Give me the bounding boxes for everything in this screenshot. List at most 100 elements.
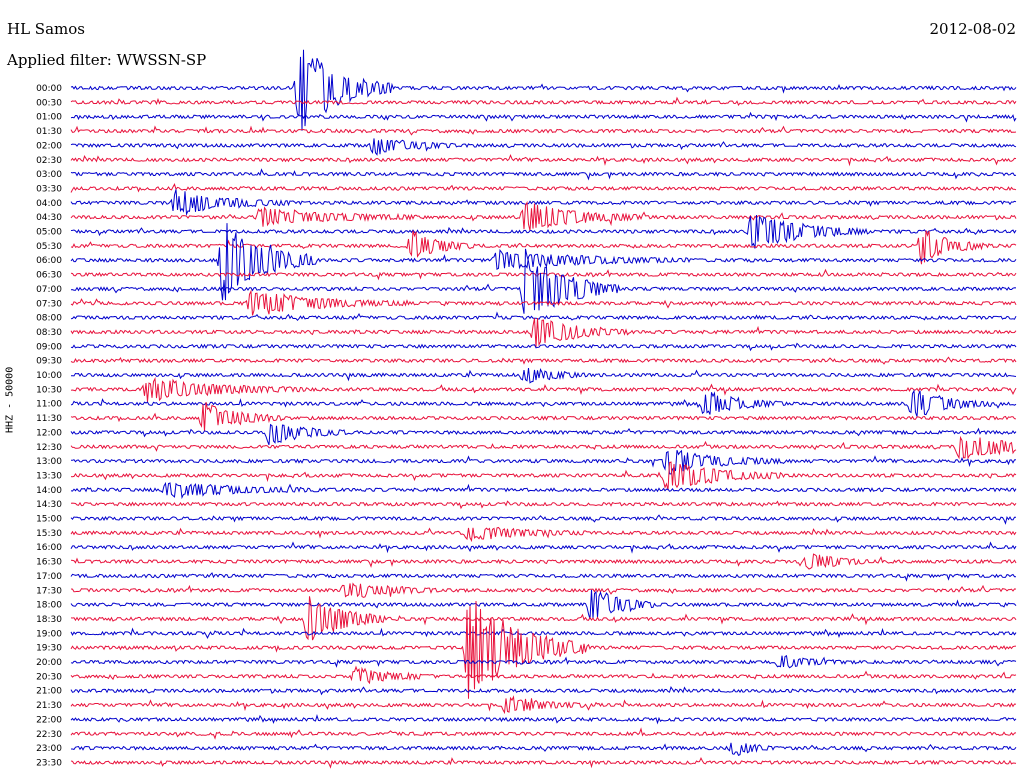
trace-line — [70, 96, 1017, 106]
trace-line — [70, 686, 1017, 696]
row-time-label: 10:00 — [36, 371, 62, 381]
trace-line — [70, 289, 1017, 316]
row-time-label: 23:00 — [36, 744, 62, 754]
filter-label: Applied filter: WWSSN-SP — [7, 51, 207, 69]
trace-line — [70, 168, 1017, 181]
row-time-label: 13:30 — [36, 471, 62, 481]
row-time-label: 21:00 — [36, 687, 62, 697]
trace-line — [70, 311, 1017, 322]
trace-line — [70, 189, 1017, 217]
row-time-label: 08:30 — [36, 328, 62, 338]
trace-line — [70, 153, 1017, 167]
row-time-label: 10:30 — [36, 385, 62, 395]
row-time-label: 03:00 — [36, 170, 62, 180]
row-time-label: 20:30 — [36, 672, 62, 682]
row-time-label: 05:30 — [36, 242, 62, 252]
row-time-label: 00:00 — [36, 84, 62, 94]
row-time-label: 19:00 — [36, 629, 62, 639]
trace-line — [70, 356, 1017, 365]
row-time-label: 03:30 — [36, 184, 62, 194]
row-time-label: 06:00 — [36, 256, 62, 266]
trace-line — [70, 526, 1017, 543]
row-time-label: 20:00 — [36, 658, 62, 668]
trace-line — [70, 111, 1017, 123]
trace-line — [70, 183, 1017, 193]
trace-line — [70, 423, 1017, 446]
row-time-label: 09:30 — [36, 357, 62, 367]
row-time-label: 21:30 — [36, 701, 62, 711]
row-time-label: 04:00 — [36, 199, 62, 209]
trace-line — [70, 268, 1017, 281]
trace-line — [70, 138, 1017, 156]
trace-line — [70, 230, 1017, 265]
row-time-label: 13:00 — [36, 457, 62, 467]
trace-line — [70, 367, 1017, 384]
trace-line — [70, 589, 1017, 620]
row-time-label: 15:00 — [36, 515, 62, 525]
trace-line — [70, 200, 1017, 231]
row-time-label: 17:00 — [36, 572, 62, 582]
trace-line — [70, 541, 1017, 554]
trace-line — [71, 742, 1017, 756]
row-time-label: 15:30 — [36, 529, 62, 539]
row-time-label: 17:30 — [36, 586, 62, 596]
trace-line — [71, 449, 1017, 475]
trace-line — [70, 582, 1017, 598]
trace-line — [70, 223, 1017, 301]
row-time-label: 14:00 — [36, 486, 62, 496]
row-time-label: 18:00 — [36, 601, 62, 611]
trace-line — [70, 572, 1016, 582]
trace-line — [70, 713, 1017, 725]
row-time-label: 12:30 — [36, 443, 62, 453]
row-time-label: 09:00 — [36, 342, 62, 352]
trace-line — [70, 214, 1017, 249]
trace-line — [70, 665, 1017, 685]
trace-line — [70, 627, 1017, 640]
row-time-label: 18:30 — [36, 615, 62, 625]
row-time-label: 07:30 — [36, 299, 62, 309]
date-title: 2012-08-02 — [929, 20, 1016, 38]
station-title: HL Samos — [7, 20, 85, 38]
row-time-label: 11:00 — [36, 400, 62, 410]
trace-line — [70, 600, 1017, 699]
row-time-label: 06:30 — [36, 271, 62, 281]
trace-line — [70, 461, 1017, 491]
row-time-label: 08:00 — [36, 314, 62, 324]
row-time-label: 22:30 — [36, 730, 62, 740]
trace-line — [70, 49, 1017, 131]
row-time-label: 16:00 — [36, 543, 62, 553]
row-time-label: 01:30 — [36, 127, 62, 137]
trace-line — [70, 342, 1017, 352]
trace-line — [70, 553, 1017, 570]
row-time-label: 00:30 — [36, 98, 62, 108]
trace-line — [70, 500, 1017, 510]
row-time-label: 04:30 — [36, 213, 62, 223]
row-time-label: 16:30 — [36, 558, 62, 568]
trace-line — [70, 401, 1017, 432]
row-time-label: 07:00 — [36, 285, 62, 295]
row-time-label: 01:00 — [36, 113, 62, 123]
trace-line — [70, 317, 1017, 348]
trace-line — [70, 596, 1017, 641]
trace-line — [70, 695, 1017, 715]
trace-line — [70, 389, 1017, 417]
trace-line — [70, 376, 1017, 402]
row-time-label: 12:00 — [36, 428, 62, 438]
row-time-label: 02:30 — [36, 156, 62, 166]
trace-line — [70, 248, 1017, 314]
row-time-label: 11:30 — [36, 414, 62, 424]
row-time-label: 14:30 — [36, 500, 62, 510]
trace-line — [70, 481, 1017, 500]
row-time-label: 22:00 — [36, 715, 62, 725]
row-time-label: 05:00 — [36, 228, 62, 238]
trace-line — [70, 435, 1017, 460]
trace-line — [70, 125, 1017, 136]
row-time-label: 19:30 — [36, 644, 62, 654]
row-time-label: 02:00 — [36, 141, 62, 151]
trace-line — [70, 655, 1017, 669]
trace-line — [70, 757, 1017, 769]
trace-line — [70, 727, 1017, 740]
row-time-label: 23:30 — [36, 758, 62, 768]
trace-line — [70, 514, 1016, 525]
